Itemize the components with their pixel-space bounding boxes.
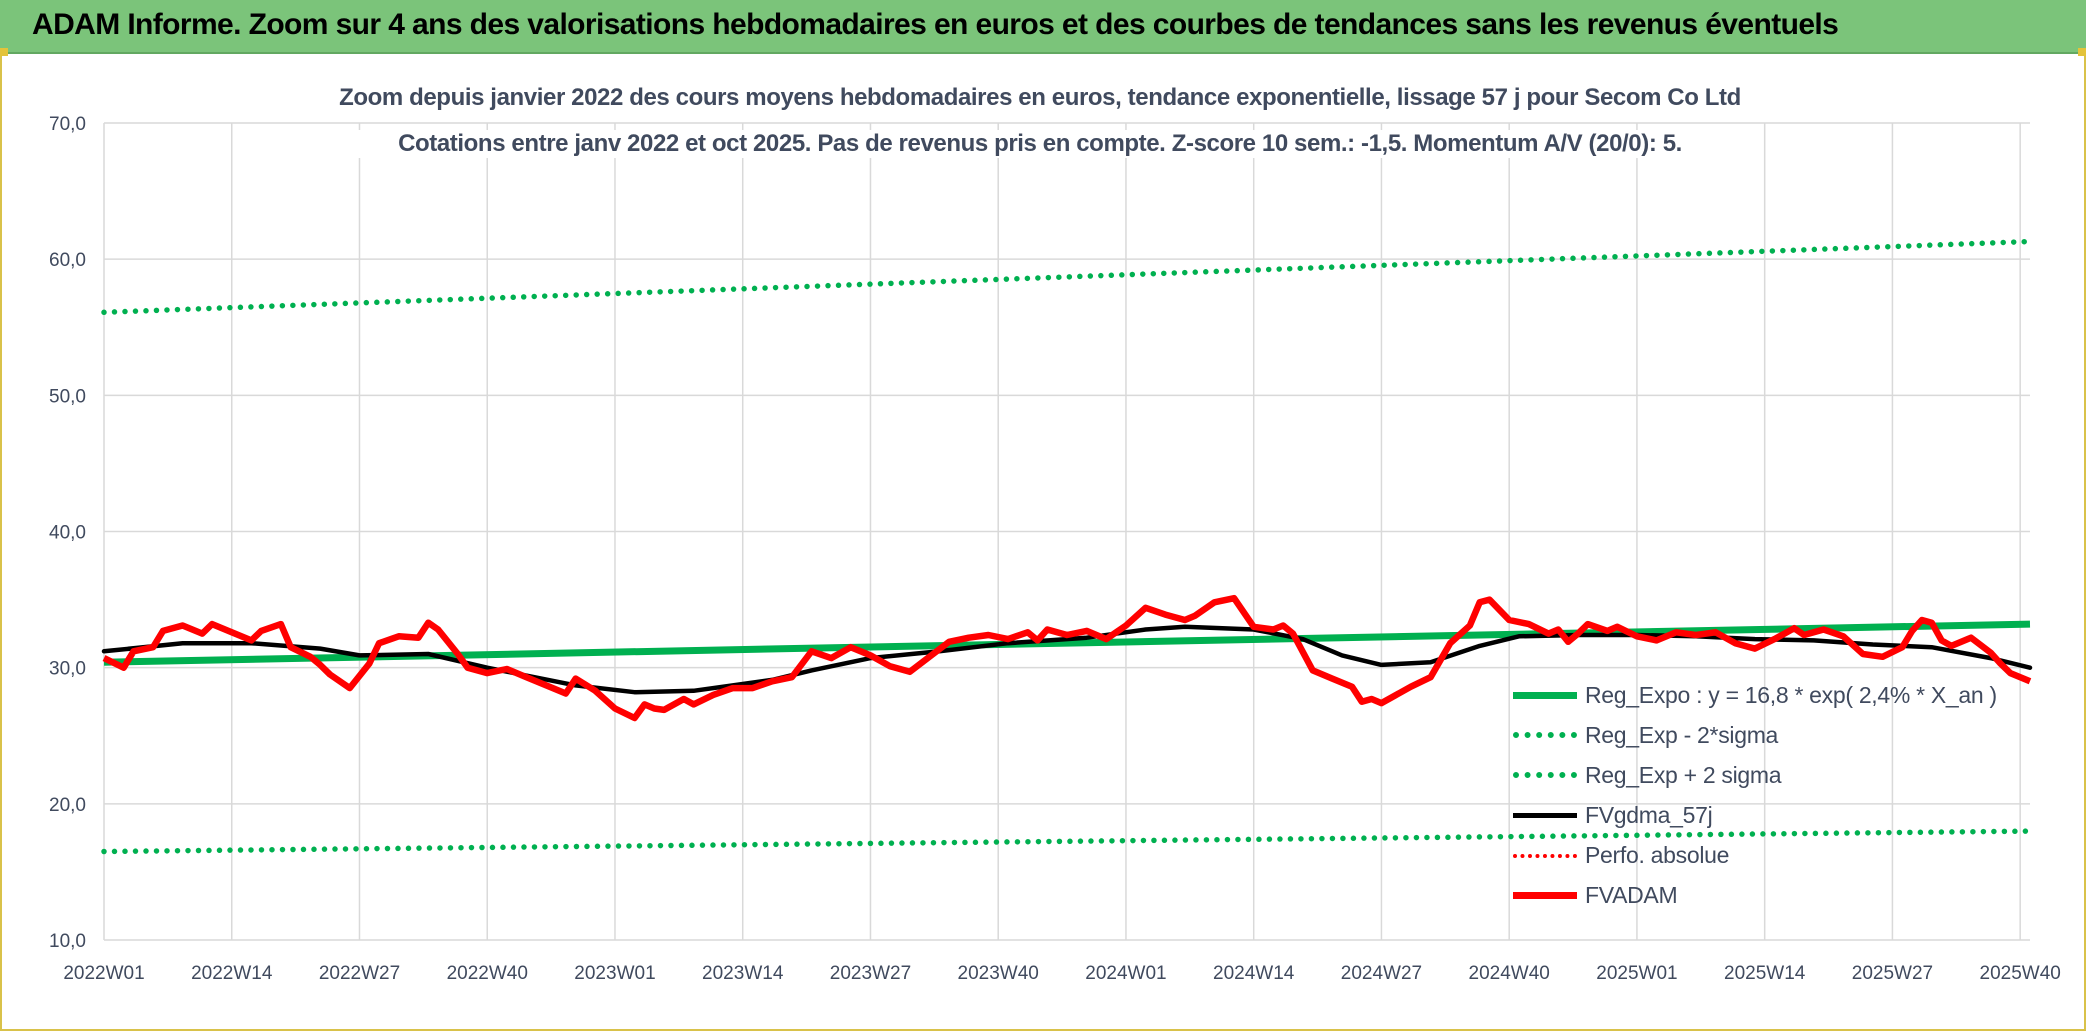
series-reg-exp-minus-2sigma xyxy=(101,828,2033,855)
report-banner: ADAM Informe. Zoom sur 4 ans des valoris… xyxy=(0,0,2086,54)
legend-label-reg-exp-minus: Reg_Exp - 2*sigma xyxy=(1585,722,1779,748)
legend-swatch-reg-expo xyxy=(1513,692,1577,699)
chart-title: Zoom depuis janvier 2022 des cours moyen… xyxy=(330,84,1750,112)
legend-swatch-perfo xyxy=(1513,854,1577,858)
y-tick-label: 20,0 xyxy=(49,795,86,816)
report-title: ADAM Informe. Zoom sur 4 ans des valoris… xyxy=(32,8,1839,41)
y-tick-label: 70,0 xyxy=(49,114,86,135)
legend-swatch-reg-exp-minus xyxy=(1513,732,1577,738)
x-tick-label: 2025W01 xyxy=(1596,963,1677,984)
x-tick-label: 2025W40 xyxy=(1980,963,2061,984)
legend-item-fvgdma[interactable]: FVgdma_57j xyxy=(1505,796,2005,836)
legend-item-fvadam[interactable]: FVADAM xyxy=(1505,876,2005,916)
legend-swatch-fvadam xyxy=(1513,892,1577,899)
y-tick-label: 40,0 xyxy=(49,523,86,544)
y-tick-label: 50,0 xyxy=(49,386,86,407)
legend-item-perfo[interactable]: Perfo. absolue xyxy=(1505,836,2005,876)
y-tick-label: 30,0 xyxy=(49,659,86,680)
x-tick-label: 2023W01 xyxy=(574,963,655,984)
y-tick-label: 60,0 xyxy=(49,250,86,271)
x-tick-label: 2022W14 xyxy=(191,963,273,984)
legend-swatch-fvgdma xyxy=(1513,813,1577,818)
x-tick-label: 2024W27 xyxy=(1341,963,1422,984)
x-tick-label: 2024W01 xyxy=(1085,963,1166,984)
x-tick-label: 2023W40 xyxy=(958,963,1039,984)
legend-label-reg-exp-plus: Reg_Exp + 2 sigma xyxy=(1585,762,1782,788)
x-tick-label: 2024W40 xyxy=(1469,963,1550,984)
series-reg-exp-plus-2sigma xyxy=(101,238,2033,316)
legend-label-fvgdma: FVgdma_57j xyxy=(1585,802,1713,828)
series-fvadam xyxy=(102,594,2032,722)
x-tick-label: 2025W27 xyxy=(1852,963,1933,984)
x-tick-label: 2024W14 xyxy=(1213,963,1295,984)
x-tick-label: 2023W27 xyxy=(830,963,911,984)
legend-swatch-reg-exp-plus xyxy=(1513,772,1577,778)
chart-subtitle: Cotations entre janv 2022 et oct 2025. P… xyxy=(330,130,1750,158)
chart-legend: Reg_Expo : y = 16,8 * exp( 2,4% * X_an )… xyxy=(1505,676,2005,916)
axis-layer: 10,0 20,0 30,0 40,0 50,0 60,0 70,0 2022W01 2022W… xyxy=(49,114,2061,984)
x-tick-label: 2022W01 xyxy=(63,963,144,984)
y-tick-label: 10,0 xyxy=(49,931,86,952)
legend-item-reg-exp-minus[interactable]: Reg_Exp - 2*sigma xyxy=(1505,716,2005,756)
grid-layer xyxy=(103,122,2030,941)
legend-label-fvadam: FVADAM xyxy=(1585,882,1678,908)
x-tick-label: 2022W40 xyxy=(447,963,528,984)
x-tick-label: 2023W14 xyxy=(702,963,784,984)
series-layer xyxy=(101,238,2033,855)
banner-corner-right xyxy=(2078,48,2086,56)
banner-corner-left xyxy=(0,48,8,56)
legend-item-reg-exp-plus[interactable]: Reg_Exp + 2 sigma xyxy=(1505,756,2005,796)
legend-label-reg-expo: Reg_Expo : y = 16,8 * exp( 2,4% * X_an ) xyxy=(1585,682,1997,708)
x-tick-label: 2022W27 xyxy=(319,963,400,984)
legend-label-perfo: Perfo. absolue xyxy=(1585,842,1730,868)
x-tick-label: 2025W14 xyxy=(1724,963,1806,984)
legend-item-reg-expo[interactable]: Reg_Expo : y = 16,8 * exp( 2,4% * X_an ) xyxy=(1505,676,2005,716)
